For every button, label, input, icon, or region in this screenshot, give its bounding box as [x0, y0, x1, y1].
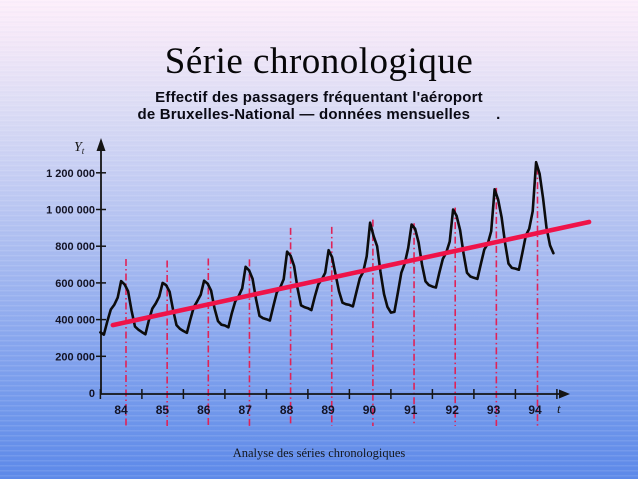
y-tick-label: 400 000: [55, 315, 95, 327]
subtitle-line-2: de Bruxelles-National — données mensuell…: [0, 106, 638, 123]
y-tick-label: 0: [89, 388, 95, 400]
x-axis-title: t: [557, 401, 561, 416]
x-tick-label: 92: [446, 403, 460, 417]
x-tick-label: 88: [280, 403, 294, 417]
x-tick-label: 84: [114, 403, 128, 417]
x-tick-label: 89: [321, 403, 335, 417]
y-axis-title: Yt: [74, 140, 85, 156]
y-tick-label: 200 000: [55, 351, 95, 363]
x-tick-label: 87: [239, 403, 253, 417]
trend-line: [110, 219, 592, 328]
y-tick-label: 600 000: [55, 278, 95, 290]
y-tick-label: 1 000 000: [46, 205, 95, 217]
slide-title: Série chronologique: [164, 41, 474, 82]
x-tick-label: 91: [404, 403, 418, 417]
x-tick-label: 86: [197, 403, 211, 417]
x-tick-label: 93: [487, 403, 501, 417]
chart-subtitle: Effectif des passagers fréquentant l'aér…: [0, 89, 638, 123]
y-tick-label: 1 200 000: [46, 168, 95, 180]
x-tick-label: 90: [363, 403, 377, 417]
x-tick-label: 94: [528, 403, 542, 417]
slide-footer: Analyse des séries chronologiques: [232, 446, 406, 460]
subtitle-line-2-text: de Bruxelles-National — données mensuell…: [137, 106, 471, 123]
stray-dot: .: [496, 106, 501, 123]
series-line: [99, 160, 555, 336]
x-axis-arrow: [559, 389, 570, 399]
y-tick-label: 800 000: [55, 241, 95, 253]
y-axis-arrow: [96, 138, 106, 151]
subtitle-line-1: Effectif des passagers fréquentant l'aér…: [155, 89, 483, 106]
x-tick-label: 85: [156, 403, 170, 417]
